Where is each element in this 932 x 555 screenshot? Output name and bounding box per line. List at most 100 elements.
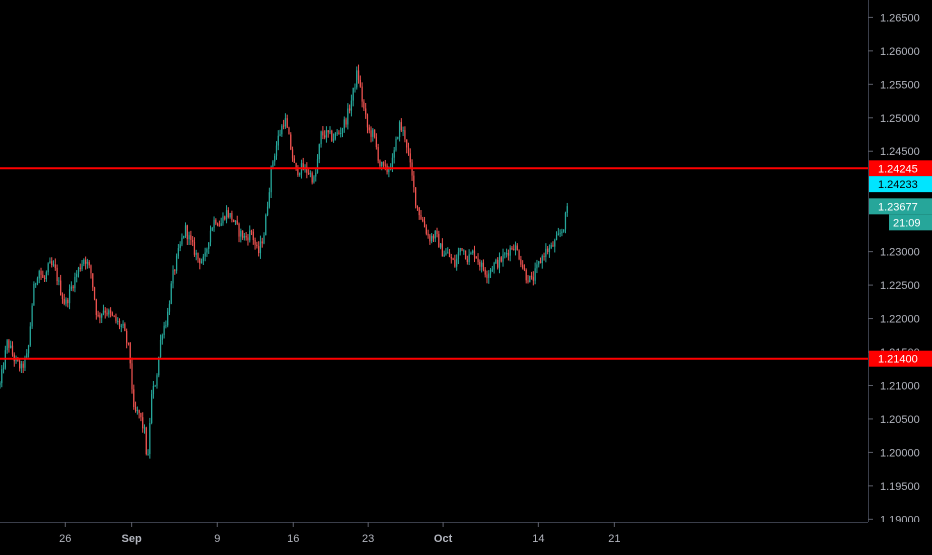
countdown-tag: 21:09 bbox=[889, 214, 932, 231]
candle bbox=[475, 256, 477, 259]
candle bbox=[307, 169, 310, 175]
candle bbox=[127, 342, 130, 346]
candle-body bbox=[127, 342, 130, 344]
candle bbox=[241, 230, 244, 240]
candle-body bbox=[272, 161, 274, 167]
candle bbox=[209, 225, 212, 247]
candle-body bbox=[352, 87, 354, 101]
price-axis[interactable]: 1.26500 1.26000 1.25500 1.25000 1.24500 1.230… bbox=[868, 0, 932, 550]
candle bbox=[227, 207, 229, 219]
candle bbox=[365, 102, 367, 119]
candle-body bbox=[452, 258, 454, 260]
candle-body bbox=[525, 269, 527, 281]
candle bbox=[548, 244, 551, 258]
candle bbox=[95, 298, 97, 320]
candle bbox=[31, 303, 33, 329]
candle bbox=[136, 406, 138, 415]
candle bbox=[217, 222, 219, 227]
candle bbox=[97, 310, 99, 318]
candle bbox=[402, 126, 404, 137]
candle-body bbox=[413, 175, 415, 188]
candle-body bbox=[106, 312, 108, 315]
candle bbox=[423, 216, 426, 228]
candle-body bbox=[536, 264, 538, 269]
candle bbox=[438, 230, 440, 248]
candle-body bbox=[33, 283, 35, 306]
candle bbox=[197, 252, 199, 263]
candle-body bbox=[183, 235, 185, 238]
candle bbox=[466, 255, 468, 265]
candle bbox=[461, 247, 463, 252]
candle bbox=[290, 132, 292, 151]
candle bbox=[140, 412, 142, 422]
horizontal-levels-layer bbox=[0, 167, 868, 360]
candle bbox=[484, 267, 486, 278]
candle bbox=[113, 315, 115, 318]
candle-body bbox=[400, 122, 402, 131]
candle bbox=[491, 265, 493, 273]
candle-body bbox=[136, 410, 138, 412]
candle-body bbox=[363, 101, 365, 109]
candle-body bbox=[350, 100, 353, 111]
candle bbox=[539, 257, 542, 264]
candle-body bbox=[448, 252, 451, 258]
candle bbox=[352, 87, 354, 107]
candle bbox=[174, 268, 176, 275]
candle-body bbox=[36, 278, 39, 284]
candle-body bbox=[277, 135, 279, 146]
candle-body bbox=[142, 417, 144, 429]
time-tick-label: Oct bbox=[434, 533, 453, 545]
candle bbox=[464, 250, 467, 260]
candle bbox=[27, 344, 30, 358]
candle-body bbox=[552, 245, 554, 247]
candle-body bbox=[336, 132, 338, 134]
candle-body bbox=[68, 289, 71, 304]
candle-body bbox=[76, 274, 78, 277]
candle bbox=[213, 216, 215, 232]
candle bbox=[263, 232, 265, 245]
candle bbox=[120, 323, 122, 333]
candle bbox=[541, 254, 543, 269]
candle bbox=[315, 168, 317, 182]
candle bbox=[413, 170, 415, 193]
time-axis[interactable]: 26 Sep 9 16 23 Oct 14 21 bbox=[0, 522, 932, 550]
candle bbox=[195, 249, 197, 261]
price-tick-label: 1.21000 bbox=[880, 380, 920, 392]
candle-body bbox=[563, 229, 565, 232]
candle bbox=[81, 259, 83, 272]
candle bbox=[40, 267, 42, 280]
candle-body bbox=[327, 130, 329, 133]
candle bbox=[482, 259, 485, 272]
candle-body bbox=[218, 225, 221, 227]
candle-body bbox=[559, 233, 561, 235]
candle bbox=[238, 222, 240, 243]
candle bbox=[322, 126, 324, 140]
level-price-tag: 1.24245 bbox=[869, 160, 932, 177]
candle-body bbox=[541, 256, 543, 263]
candle bbox=[170, 280, 172, 305]
candle-body bbox=[188, 235, 190, 240]
candle-body bbox=[407, 147, 410, 154]
candle bbox=[427, 229, 429, 239]
candle bbox=[354, 83, 356, 93]
candle-body bbox=[423, 221, 426, 228]
candle bbox=[481, 260, 483, 273]
candle bbox=[431, 232, 433, 244]
candle-body bbox=[395, 138, 397, 151]
candle bbox=[350, 94, 353, 117]
candle-body bbox=[313, 176, 315, 183]
candle bbox=[434, 229, 436, 243]
candle bbox=[513, 244, 515, 251]
candle bbox=[190, 230, 192, 245]
candle bbox=[332, 133, 335, 143]
candle-body bbox=[138, 410, 140, 413]
candle bbox=[454, 254, 456, 268]
candle-body bbox=[195, 252, 197, 255]
candle-body bbox=[290, 134, 292, 150]
candle bbox=[231, 210, 233, 223]
candle-body bbox=[158, 356, 160, 376]
candle-body bbox=[95, 299, 97, 316]
candle-body bbox=[156, 375, 158, 386]
